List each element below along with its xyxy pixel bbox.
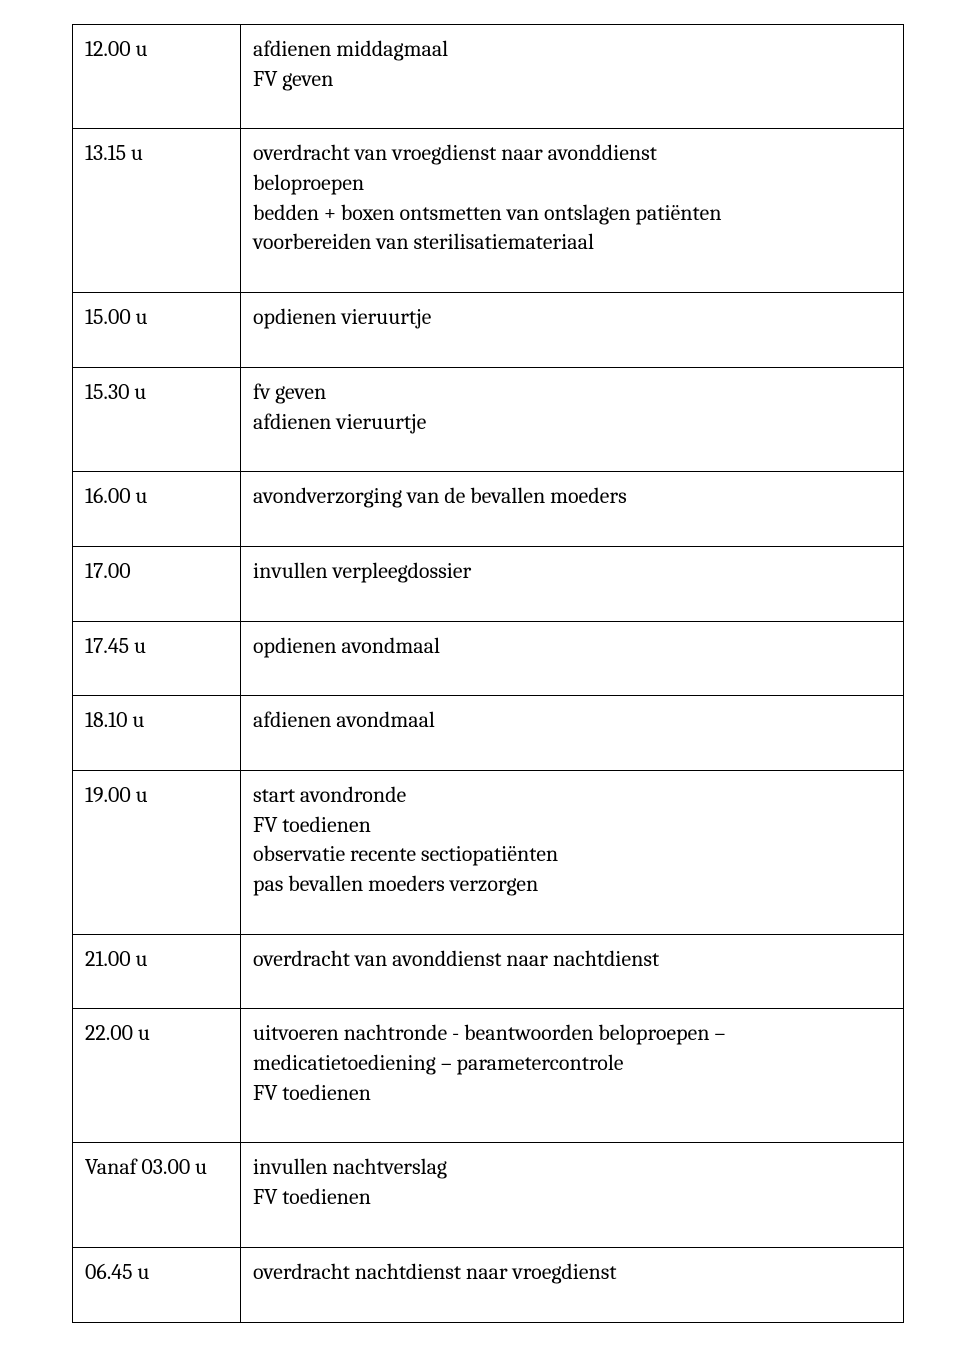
activity-cell: overdracht van avonddienst naar nachtdie… bbox=[241, 934, 904, 1009]
table-body: 12.00 uafdienen middagmaalFV geven13.15 … bbox=[73, 25, 904, 1323]
table-row: 17.45 u opdienen avondmaal bbox=[73, 621, 904, 696]
page: 12.00 uafdienen middagmaalFV geven13.15 … bbox=[0, 0, 960, 1347]
activity-line: avondverzorging van de bevallen moeders bbox=[253, 482, 891, 512]
table-row: 15.30 ufv gevenafdienen vieruurtje bbox=[73, 367, 904, 471]
activity-cell: start avondrondeFV toedienenobservatie r… bbox=[241, 770, 904, 934]
table-row: 22.00 u uitvoeren nachtronde - beantwoord… bbox=[73, 1009, 904, 1143]
activity-cell: avondverzorging van de bevallen moeders bbox=[241, 472, 904, 547]
table-row: 19.00 ustart avondrondeFV toedienenobser… bbox=[73, 770, 904, 934]
activity-line: invullen nachtverslag bbox=[253, 1153, 891, 1183]
time-cell: 22.00 u bbox=[73, 1009, 241, 1143]
activity-line: FV geven bbox=[253, 65, 891, 95]
activity-cell: afdienen middagmaalFV geven bbox=[241, 25, 904, 129]
table-row: 12.00 uafdienen middagmaalFV geven bbox=[73, 25, 904, 129]
time-cell: 18.10 u bbox=[73, 696, 241, 771]
time-cell: 21.00 u bbox=[73, 934, 241, 1009]
activity-line: start avondronde bbox=[253, 781, 891, 811]
table-row: 15.00 u opdienen vieruurtje bbox=[73, 293, 904, 368]
activity-cell: invullen nachtverslagFV toedienen bbox=[241, 1143, 904, 1247]
activity-cell: uitvoeren nachtronde - beantwoorden belo… bbox=[241, 1009, 904, 1143]
activity-line: afdienen middagmaal bbox=[253, 35, 891, 65]
activity-line: overdracht nachtdienst naar vroegdienst bbox=[253, 1258, 891, 1288]
activity-cell: afdienen avondmaal bbox=[241, 696, 904, 771]
table-row: 21.00 u overdracht van avonddienst naar n… bbox=[73, 934, 904, 1009]
activity-line: opdienen avondmaal bbox=[253, 632, 891, 662]
activity-line: observatie recente sectiopatiënten bbox=[253, 840, 891, 870]
activity-cell: overdracht nachtdienst naar vroegdienst bbox=[241, 1247, 904, 1322]
time-cell: 16.00 u bbox=[73, 472, 241, 547]
table-row: 18.10 u afdienen avondmaal bbox=[73, 696, 904, 771]
table-row: Vanaf 03.00 uinvullen nachtverslagFV toe… bbox=[73, 1143, 904, 1247]
activity-line: beloproepen bbox=[253, 169, 891, 199]
time-cell: Vanaf 03.00 u bbox=[73, 1143, 241, 1247]
time-cell: 06.45 u bbox=[73, 1247, 241, 1322]
activity-line: overdracht van avonddienst naar nachtdie… bbox=[253, 945, 891, 975]
activity-line: bedden + boxen ontsmetten van ontslagen … bbox=[253, 199, 891, 229]
activity-line: uitvoeren nachtronde - beantwoorden belo… bbox=[253, 1019, 891, 1049]
time-cell: 17.00 bbox=[73, 546, 241, 621]
activity-line: voorbereiden van sterilisatiemateriaal bbox=[253, 228, 891, 258]
time-cell: 12.00 u bbox=[73, 25, 241, 129]
time-cell: 17.45 u bbox=[73, 621, 241, 696]
schedule-table: 12.00 uafdienen middagmaalFV geven13.15 … bbox=[72, 24, 904, 1323]
activity-line: overdracht van vroegdienst naar avonddie… bbox=[253, 139, 891, 169]
activity-line: opdienen vieruurtje bbox=[253, 303, 891, 333]
activity-line: FV toedienen bbox=[253, 1079, 891, 1109]
time-cell: 15.00 u bbox=[73, 293, 241, 368]
activity-cell: fv gevenafdienen vieruurtje bbox=[241, 367, 904, 471]
activity-cell: overdracht van vroegdienst naar avonddie… bbox=[241, 129, 904, 293]
table-row: 16.00 u avondverzorging van de bevallen m… bbox=[73, 472, 904, 547]
activity-line: afdienen vieruurtje bbox=[253, 408, 891, 438]
activity-line: FV toedienen bbox=[253, 811, 891, 841]
activity-line: fv geven bbox=[253, 378, 891, 408]
table-row: 13.15 u overdracht van vroegdienst naar a… bbox=[73, 129, 904, 293]
activity-line: medicatietoediening – parametercontrole bbox=[253, 1049, 891, 1079]
activity-cell: opdienen avondmaal bbox=[241, 621, 904, 696]
activity-cell: opdienen vieruurtje bbox=[241, 293, 904, 368]
activity-cell: invullen verpleegdossier bbox=[241, 546, 904, 621]
activity-line: invullen verpleegdossier bbox=[253, 557, 891, 587]
table-row: 06.45 u overdracht nachtdienst naar vroeg… bbox=[73, 1247, 904, 1322]
activity-line: pas bevallen moeders verzorgen bbox=[253, 870, 891, 900]
time-cell: 13.15 u bbox=[73, 129, 241, 293]
activity-line: afdienen avondmaal bbox=[253, 706, 891, 736]
time-cell: 19.00 u bbox=[73, 770, 241, 934]
table-row: 17.00 invullen verpleegdossier bbox=[73, 546, 904, 621]
time-cell: 15.30 u bbox=[73, 367, 241, 471]
activity-line: FV toedienen bbox=[253, 1183, 891, 1213]
